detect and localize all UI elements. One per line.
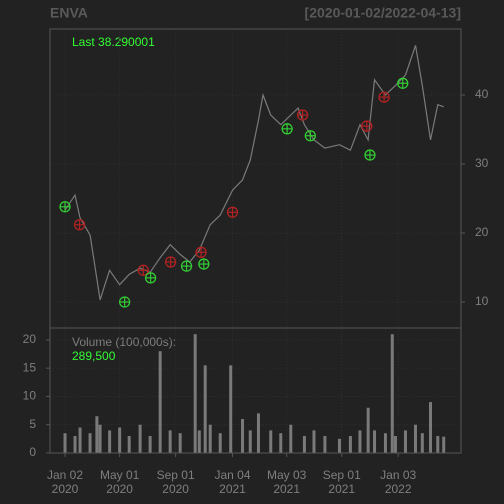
volume-bar	[390, 334, 394, 453]
signal-marker	[144, 272, 157, 284]
volume-bar	[403, 430, 407, 453]
volume-bar	[289, 424, 293, 453]
volume-bar	[256, 413, 260, 453]
volume-bar	[373, 430, 377, 453]
volume-bar	[218, 433, 222, 453]
y-tick-label: 5	[29, 417, 36, 431]
x-tick-label: Jan 03	[380, 468, 416, 482]
volume-bar	[193, 334, 197, 453]
x-tick-label: 2020	[106, 482, 133, 496]
volume-last: 289,500	[72, 349, 116, 363]
y-tick-label: 40	[475, 87, 489, 101]
signal-marker	[304, 130, 316, 142]
x-tick-label: May 01	[100, 468, 140, 482]
volume-bar	[88, 433, 92, 453]
signal-marker	[361, 120, 373, 132]
volume-bar	[269, 430, 273, 453]
signal-marker	[364, 149, 376, 161]
volume-bar	[348, 436, 352, 453]
volume-bar	[203, 365, 207, 453]
price-line	[64, 45, 444, 301]
volume-bar	[358, 430, 362, 453]
signal-marker	[59, 201, 71, 213]
signal-marker	[281, 123, 293, 135]
y-tick-label: 15	[23, 360, 37, 374]
x-tick-label: 2020	[162, 482, 189, 496]
volume-bar	[279, 433, 283, 453]
signal-marker	[378, 91, 390, 103]
y-tick-label: 0	[29, 445, 36, 459]
x-tick-label: Jan 04	[214, 468, 250, 482]
volume-bar	[312, 430, 316, 453]
volume-bar	[168, 430, 172, 453]
volume-bar	[442, 436, 446, 453]
x-tick-label: 2021	[273, 482, 300, 496]
volume-bar	[248, 430, 252, 453]
x-tick-label: 2021	[328, 482, 355, 496]
x-tick-label: 2020	[52, 482, 79, 496]
volume-bar	[323, 436, 327, 453]
volume-bar	[436, 436, 440, 453]
x-tick-label: 2022	[385, 482, 412, 496]
volume-bar	[229, 365, 233, 453]
volume-bar	[241, 419, 245, 453]
volume-bar	[118, 427, 122, 453]
signal-marker	[195, 246, 207, 258]
last-price: Last 38.290001	[72, 35, 155, 49]
volume-bar	[63, 433, 67, 453]
volume-bar	[383, 433, 387, 453]
volume-bar	[420, 433, 424, 453]
volume-bar	[158, 351, 162, 453]
volume-bar	[393, 436, 397, 453]
volume-bar	[366, 407, 370, 453]
x-tick-label: May 03	[267, 468, 307, 482]
volume-bar	[138, 424, 142, 453]
signal-marker	[397, 77, 409, 89]
y-tick-label: 30	[475, 156, 489, 170]
volume-bar	[302, 436, 306, 453]
signal-marker	[226, 206, 239, 218]
volume-label: Volume (100,000s):	[72, 335, 176, 349]
y-tick-label: 10	[23, 389, 37, 403]
volume-bar	[98, 424, 102, 453]
chart-title: ENVA	[50, 5, 88, 21]
volume-bar	[208, 424, 212, 453]
volume-bar	[178, 433, 182, 453]
volume-bar	[337, 438, 341, 453]
signal-marker	[296, 109, 309, 121]
x-tick-label: Jan 02	[47, 468, 83, 482]
y-tick-label: 20	[475, 225, 489, 239]
panel-frame	[49, 327, 462, 454]
x-tick-label: Sep 01	[323, 468, 361, 482]
y-tick-label: 20	[23, 332, 37, 346]
volume-bar	[413, 424, 417, 453]
signal-marker	[73, 219, 86, 231]
volume-bar	[429, 402, 433, 453]
volume-bar	[148, 436, 152, 453]
volume-bar	[78, 427, 82, 453]
signal-marker	[198, 258, 210, 270]
signal-marker	[164, 256, 177, 268]
x-tick-label: Sep 01	[157, 468, 195, 482]
x-tick-label: 2021	[219, 482, 246, 496]
volume-bar	[95, 416, 99, 453]
date-range: [2020-01-02/2022-04-13]	[305, 5, 461, 21]
y-tick-label: 10	[475, 294, 489, 308]
panel-frame	[49, 28, 462, 329]
signal-marker	[180, 260, 193, 272]
signal-marker	[137, 264, 149, 276]
volume-bar	[108, 430, 112, 453]
volume-bar	[73, 436, 77, 453]
signal-marker	[118, 296, 131, 308]
volume-bar	[197, 430, 201, 453]
volume-bar	[127, 436, 131, 453]
